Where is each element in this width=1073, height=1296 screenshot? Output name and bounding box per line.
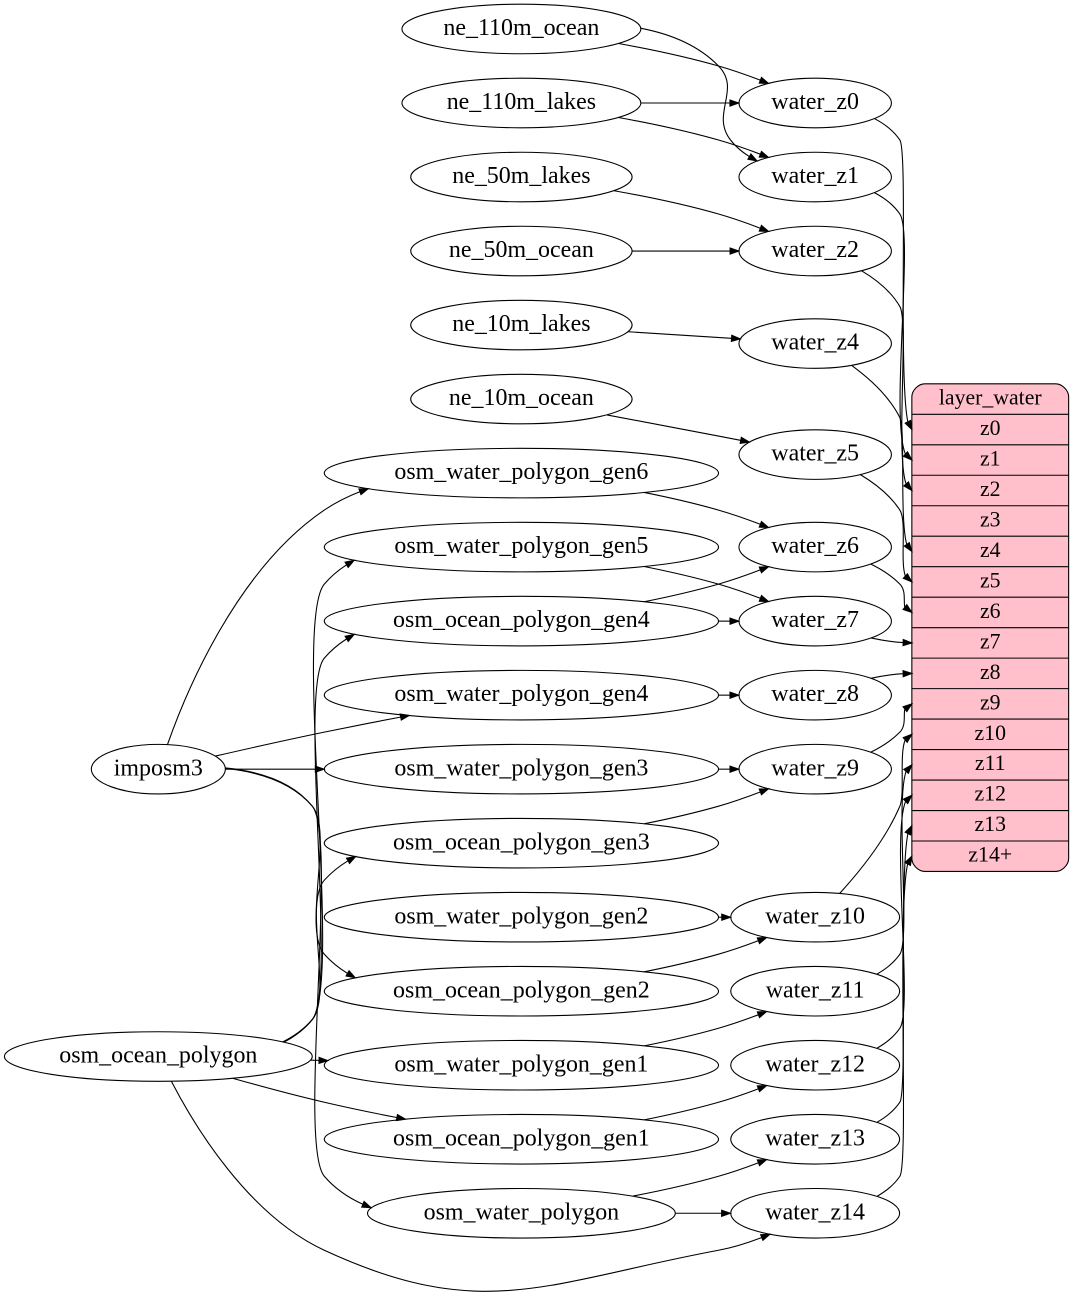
svg-text:water_z8: water_z8 <box>771 681 859 707</box>
svg-text:osm_water_polygon_gen5: osm_water_polygon_gen5 <box>394 533 648 559</box>
svg-text:z10: z10 <box>975 721 1007 745</box>
svg-text:water_z2: water_z2 <box>771 237 859 263</box>
svg-text:water_z12: water_z12 <box>765 1051 865 1077</box>
svg-text:z3: z3 <box>980 507 1001 531</box>
svg-text:z14+: z14+ <box>968 843 1012 867</box>
svg-text:ne_10m_ocean: ne_10m_ocean <box>449 385 594 411</box>
svg-text:water_z5: water_z5 <box>771 441 859 467</box>
svg-text:osm_water_polygon_gen1: osm_water_polygon_gen1 <box>394 1051 648 1077</box>
svg-text:osm_ocean_polygon: osm_ocean_polygon <box>59 1043 257 1069</box>
svg-text:water_z7: water_z7 <box>771 607 859 633</box>
svg-text:ne_50m_ocean: ne_50m_ocean <box>449 237 594 263</box>
svg-text:z6: z6 <box>980 599 1001 623</box>
svg-text:z7: z7 <box>980 629 1001 653</box>
svg-text:water_z6: water_z6 <box>771 533 859 559</box>
svg-text:imposm3: imposm3 <box>114 755 203 781</box>
svg-text:ne_10m_lakes: ne_10m_lakes <box>452 311 590 337</box>
svg-text:water_z10: water_z10 <box>765 903 865 929</box>
svg-text:z12: z12 <box>975 782 1006 806</box>
svg-text:osm_water_polygon_gen2: osm_water_polygon_gen2 <box>394 903 648 929</box>
svg-text:layer_water: layer_water <box>939 386 1042 410</box>
svg-text:water_z9: water_z9 <box>771 755 859 781</box>
svg-text:water_z0: water_z0 <box>771 89 859 115</box>
svg-text:osm_water_polygon: osm_water_polygon <box>424 1199 620 1225</box>
svg-text:z4: z4 <box>980 538 1001 562</box>
svg-text:z8: z8 <box>980 660 1001 684</box>
svg-text:water_z11: water_z11 <box>766 977 865 1003</box>
svg-text:z1: z1 <box>980 446 1001 470</box>
svg-text:water_z4: water_z4 <box>771 330 859 356</box>
svg-text:osm_ocean_polygon_gen2: osm_ocean_polygon_gen2 <box>393 977 650 1003</box>
svg-text:z0: z0 <box>980 416 1001 440</box>
svg-text:osm_ocean_polygon_gen3: osm_ocean_polygon_gen3 <box>393 829 650 855</box>
svg-text:ne_110m_ocean: ne_110m_ocean <box>443 15 599 41</box>
svg-text:ne_50m_lakes: ne_50m_lakes <box>452 163 590 189</box>
svg-text:water_z13: water_z13 <box>765 1125 865 1151</box>
svg-text:ne_110m_lakes: ne_110m_lakes <box>447 89 596 115</box>
svg-text:osm_ocean_polygon_gen4: osm_ocean_polygon_gen4 <box>393 607 650 633</box>
svg-text:osm_water_polygon_gen6: osm_water_polygon_gen6 <box>394 459 648 485</box>
svg-text:z5: z5 <box>980 568 1001 592</box>
svg-text:osm_water_polygon_gen3: osm_water_polygon_gen3 <box>394 755 648 781</box>
svg-text:z2: z2 <box>980 477 1001 501</box>
svg-text:osm_water_polygon_gen4: osm_water_polygon_gen4 <box>394 681 648 707</box>
svg-text:z9: z9 <box>980 690 1001 714</box>
svg-text:z11: z11 <box>975 751 1006 775</box>
svg-text:water_z1: water_z1 <box>771 163 859 189</box>
svg-text:osm_ocean_polygon_gen1: osm_ocean_polygon_gen1 <box>393 1125 650 1151</box>
svg-text:z13: z13 <box>975 812 1007 836</box>
svg-text:water_z14: water_z14 <box>765 1199 865 1225</box>
